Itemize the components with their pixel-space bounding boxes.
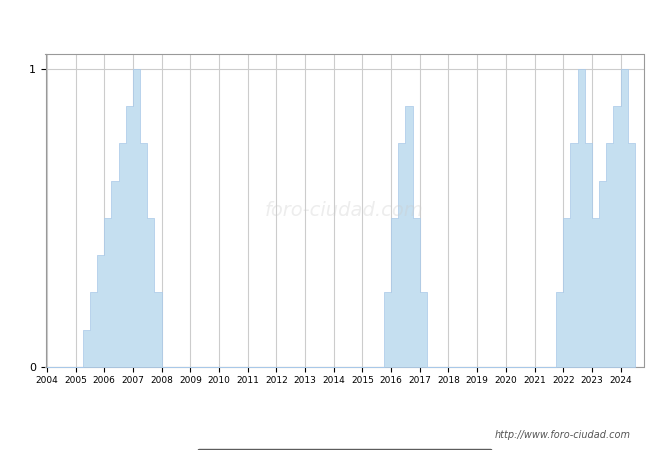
Text: Rello - Evolucion del Nº de Transacciones Inmobiliarias: Rello - Evolucion del Nº de Transaccione…	[125, 16, 525, 31]
Text: http://www.foro-ciudad.com: http://www.foro-ciudad.com	[495, 430, 630, 440]
Text: foro-ciudad.com: foro-ciudad.com	[265, 201, 424, 220]
